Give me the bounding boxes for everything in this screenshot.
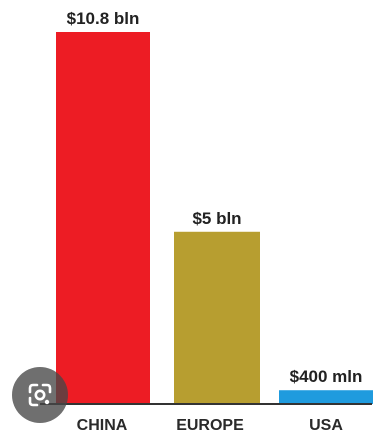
value-label-europe: $5 bln: [192, 209, 241, 228]
bar-europe: [174, 231, 260, 404]
category-labels: CHINA EUROPE USA: [77, 417, 344, 434]
value-label-china: $10.8 bln: [67, 9, 140, 28]
bars: [56, 32, 373, 404]
category-label-china: CHINA: [77, 417, 128, 434]
category-label-usa: USA: [309, 417, 343, 434]
value-label-usa: $400 mln: [290, 367, 363, 386]
bar-usa: [279, 390, 373, 404]
bar-china: [56, 32, 150, 404]
google-lens-button[interactable]: [12, 367, 68, 423]
google-lens-icon: [28, 383, 52, 407]
category-label-europe: EUROPE: [176, 417, 244, 434]
value-labels: $10.8 bln $5 bln $400 mln: [67, 9, 363, 386]
